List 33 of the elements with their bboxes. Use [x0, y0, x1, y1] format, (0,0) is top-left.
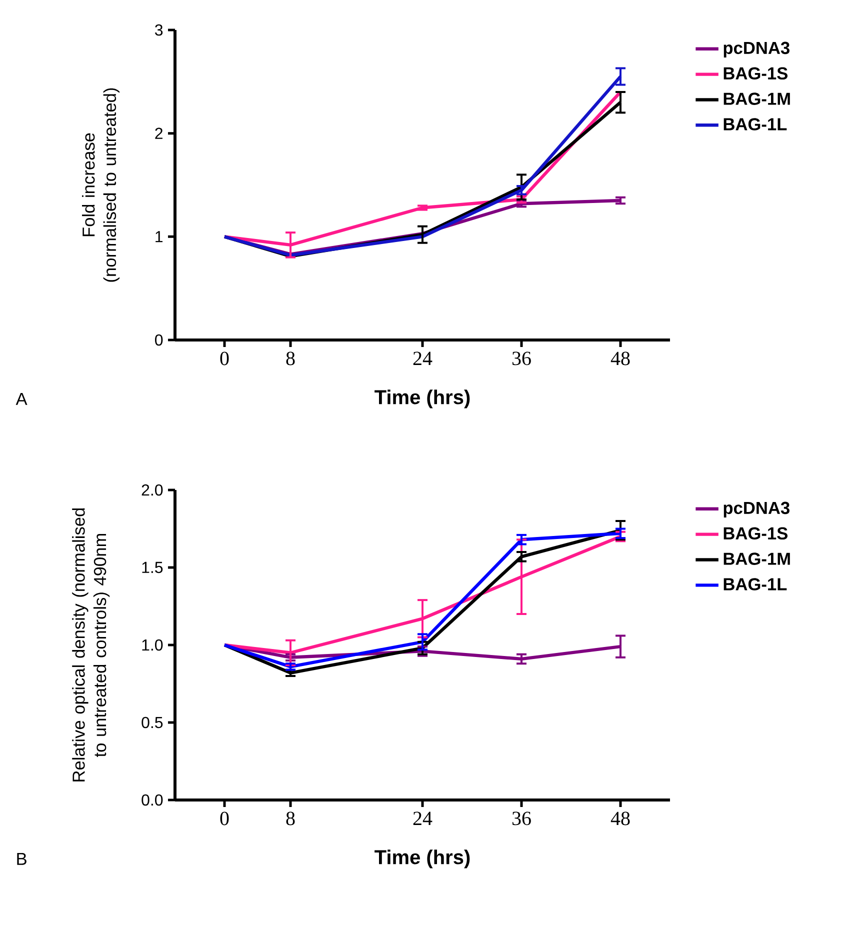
x-tick-label: 0 — [220, 812, 229, 826]
x-tick-label: 0 — [220, 352, 229, 366]
y-tick-label: 1 — [156, 231, 163, 242]
legend-label: BAG-1M — [724, 92, 790, 105]
y-axis-title: Fold increase (normalised to untreated) — [82, 88, 120, 282]
legend-label: pcDNA3 — [724, 42, 790, 58]
y-tick-label: 2.0 — [142, 484, 163, 496]
x-tick-label: 48 — [610, 812, 630, 826]
y-tick-label: 0.5 — [142, 716, 163, 728]
legend-label: BAG-1L — [724, 118, 787, 130]
x-axis-title: Time (hrs) — [374, 390, 470, 408]
text: A — [16, 392, 28, 405]
legend-label: BAG-1M — [724, 552, 790, 565]
x-tick-label: 8 — [286, 352, 295, 366]
y-tick-label: 0.0 — [142, 794, 163, 806]
legend-label: BAG-1S — [724, 67, 788, 80]
x-tick-label: 8 — [286, 812, 295, 826]
text: B — [17, 852, 26, 865]
x-tick-label: 48 — [610, 352, 630, 366]
legend-label: BAG-1L — [724, 578, 787, 590]
x-tick-label: 36 — [512, 812, 531, 826]
y-axis-title: Relative optical density (normalised to untreated controls) 490nm — [72, 508, 110, 782]
y-tick-label: 0 — [155, 334, 163, 346]
y-tick-label: 2 — [155, 128, 162, 139]
y-tick-label: 3 — [154, 24, 163, 36]
y-tick-label: 1.5 — [142, 562, 163, 574]
x-axis-title: Time (hrs) — [374, 850, 470, 868]
x-tick-label: 24 — [413, 812, 432, 825]
legend-label: BAG-1S — [724, 527, 788, 540]
x-tick-label: 24 — [413, 352, 432, 365]
x-tick-label: 36 — [512, 352, 531, 366]
legend-label: pcDNA3 — [724, 502, 790, 518]
y-tick-label: 1.0 — [142, 639, 163, 651]
